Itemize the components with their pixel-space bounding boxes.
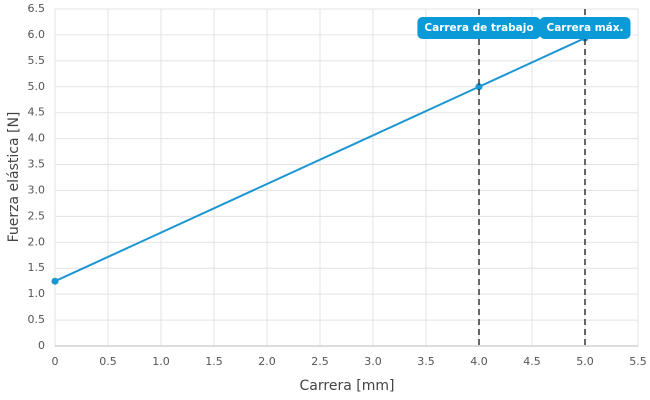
x-tick-label: 2.5 (311, 355, 329, 368)
x-tick-label: 1.0 (152, 355, 170, 368)
x-tick-label: 1.5 (205, 355, 223, 368)
y-tick-label: 3.5 (28, 158, 46, 171)
x-tick-label: 4.5 (523, 355, 541, 368)
x-tick-label: 0.5 (99, 355, 117, 368)
y-tick-label: 2.5 (28, 209, 46, 222)
y-tick-label: 0 (38, 339, 45, 352)
y-tick-label: 6.5 (28, 2, 46, 15)
annotation-box (417, 17, 541, 39)
y-tick-label: 4.5 (28, 106, 46, 119)
annotation: Carrera máx. (539, 17, 631, 39)
annotation-label: Carrera de trabajo (424, 22, 533, 34)
x-tick-label: 3.5 (417, 355, 435, 368)
y-tick-label: 6.0 (28, 28, 46, 41)
x-tick-label: 5.5 (629, 355, 647, 368)
x-tick-label: 5.0 (576, 355, 594, 368)
y-tick-label: 3.0 (28, 183, 46, 196)
y-tick-label: 1.0 (28, 287, 46, 300)
annotation-label: Carrera máx. (547, 22, 624, 34)
point (475, 83, 483, 91)
point (51, 277, 59, 285)
y-tick-label: 1.5 (28, 261, 46, 274)
y-tick-label: 2.0 (28, 235, 46, 248)
y-tick-label: 5.5 (28, 54, 46, 67)
annotation-box (539, 17, 631, 39)
y-axis-title: Fuerza elástica [N] (6, 112, 22, 243)
y-tick-label: 0.5 (28, 313, 46, 326)
x-tick-label: 3.0 (364, 355, 382, 368)
x-tick-label: 0 (52, 355, 59, 368)
annotation: Carrera de trabajo (417, 17, 541, 39)
y-tick-label: 5.0 (28, 80, 46, 93)
x-tick-label: 2.0 (258, 355, 276, 368)
x-tick-label: 4.0 (470, 355, 488, 368)
y-tick-label: 4.0 (28, 132, 46, 145)
x-axis-title: Carrera [mm] (300, 378, 395, 394)
